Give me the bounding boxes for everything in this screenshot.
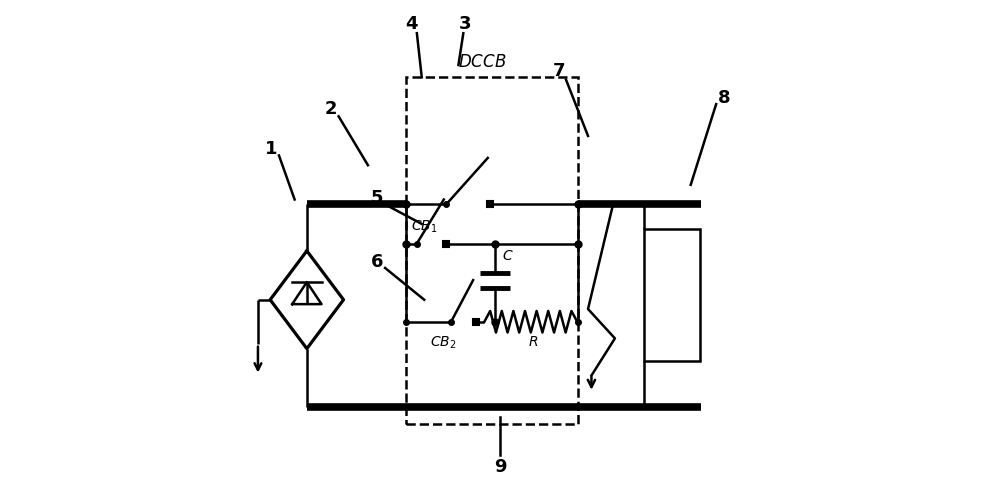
Text: $\mathit{DCCB}$: $\mathit{DCCB}$: [458, 54, 507, 71]
Text: $\mathit{R}$: $\mathit{R}$: [528, 334, 538, 348]
Text: 9: 9: [494, 457, 506, 475]
Text: 1: 1: [265, 140, 278, 158]
Text: 6: 6: [371, 252, 383, 270]
Text: 3: 3: [459, 16, 471, 33]
Text: $\mathit{CB}_2$: $\mathit{CB}_2$: [430, 334, 456, 351]
Text: 4: 4: [405, 16, 417, 33]
Text: 8: 8: [718, 89, 730, 106]
Text: 5: 5: [371, 189, 383, 206]
Text: 7: 7: [552, 62, 565, 80]
Text: $\mathit{C}$: $\mathit{C}$: [502, 249, 514, 263]
Text: $\mathit{CB}_1$: $\mathit{CB}_1$: [411, 218, 437, 234]
Text: 2: 2: [325, 100, 338, 117]
